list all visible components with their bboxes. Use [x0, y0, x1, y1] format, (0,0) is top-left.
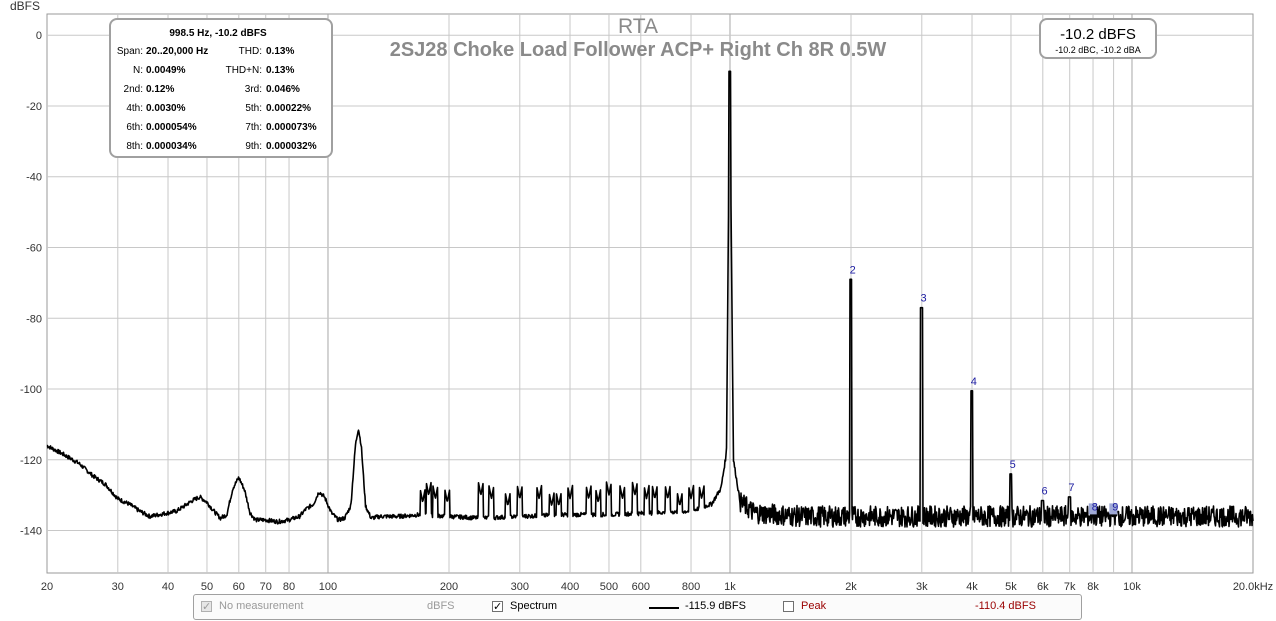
x-tick-label: 4k [966, 581, 978, 590]
peak-value: -110.4 dBFS [975, 600, 1036, 612]
harmonic-label: 5 [1010, 459, 1016, 471]
stats-value: 0.0030% [146, 103, 186, 114]
spectrum-label: Spectrum [510, 600, 558, 612]
legend-bar: ✓ No measurement dBFS ✓ Spectrum -115.9 … [193, 594, 1082, 620]
x-tick-label: 500 [600, 581, 618, 590]
y-tick-label: -120 [20, 455, 42, 467]
y-tick-label: -40 [26, 172, 42, 184]
no-measurement-label: No measurement [219, 600, 304, 612]
stats-box: 998.5 Hz, -10.2 dBFS Span: 20..20,000 Hz T… [109, 18, 333, 158]
spectrum-series [46, 70, 1254, 528]
harmonic-label-bg [1088, 503, 1097, 515]
stats-value: 0.000032% [266, 141, 317, 152]
stats-label: 7th: [245, 122, 262, 133]
y-tick-label: 0 [36, 30, 42, 42]
no-measurement-value: dBFS [427, 600, 455, 612]
stats-rows: Span: 20..20,000 Hz THD: 0.13% N: 0.0049% THD+… [117, 46, 317, 152]
stats-label: 8th: [126, 141, 143, 152]
x-tick-label: 20.0kHz [1233, 581, 1273, 590]
x-tick-label: 40 [162, 581, 174, 590]
x-tick-label: 6k [1037, 581, 1049, 590]
harmonic-labels: 2 3 4 5 6 7 8 9 [850, 264, 1118, 515]
level-box: -10.2 dBFS -10.2 dBC, -10.2 dBA [1039, 18, 1157, 59]
harmonic-label: 2 [850, 264, 856, 276]
peak-label: Peak [801, 600, 827, 612]
stats-label: 3rd: [245, 84, 262, 95]
harmonic-label: 8 [1092, 501, 1098, 513]
grid [47, 14, 1253, 573]
axis-tick-labels: 20 30 40 50 60 70 80 100 200 300 400 500 600 800 1k 2k 3… [20, 30, 1273, 590]
stats-header: 998.5 Hz, -10.2 dBFS [169, 28, 267, 39]
stats-label: 4th: [126, 103, 143, 114]
y-tick-label: -60 [26, 243, 42, 255]
stats-label: THD: [239, 46, 262, 57]
x-tick-label: 10k [1123, 581, 1141, 590]
harmonic-label: 6 [1041, 485, 1047, 497]
stats-value: 0.0049% [146, 65, 186, 76]
x-tick-label: 800 [682, 581, 700, 590]
stats-label: 2nd: [124, 84, 143, 95]
x-tick-label: 2k [845, 581, 857, 590]
x-tick-label: 50 [201, 581, 213, 590]
harmonic-label-bg [1109, 503, 1118, 515]
harmonic-label: 7 [1068, 482, 1074, 494]
x-tick-label: 200 [440, 581, 458, 590]
stats-label: N: [133, 65, 143, 76]
x-tick-label: 8k [1087, 581, 1099, 590]
harmonic-label: 4 [971, 376, 977, 388]
stats-label: 9th: [245, 141, 262, 152]
y-axis-label: dBFS [10, 0, 40, 13]
x-tick-label: 3k [916, 581, 928, 590]
x-tick-label: 80 [283, 581, 295, 590]
x-tick-label: 400 [561, 581, 579, 590]
stats-label: THD+N: [226, 65, 262, 76]
x-tick-label: 70 [260, 581, 272, 590]
y-tick-label: -80 [26, 313, 42, 325]
spectrum-line-swatch [649, 607, 679, 609]
stats-value: 20..20,000 Hz [146, 46, 208, 57]
stats-label: 6th: [126, 122, 143, 133]
harmonic-label: 3 [920, 293, 926, 305]
stats-value: 0.13% [266, 65, 294, 76]
level-sub: -10.2 dBC, -10.2 dBA [1055, 45, 1141, 55]
stats-label: 5th: [245, 103, 262, 114]
x-tick-label: 600 [632, 581, 650, 590]
y-tick-label: -20 [26, 101, 42, 113]
stats-value: 0.000034% [146, 141, 197, 152]
harmonic-label: 9 [1112, 501, 1118, 513]
x-tick-label: 300 [511, 581, 529, 590]
stats-value: 0.000073% [266, 122, 317, 133]
x-tick-label: 7k [1064, 581, 1076, 590]
x-tick-label: 5k [1005, 581, 1017, 590]
spectrum-value: -115.9 dBFS [685, 600, 746, 612]
x-tick-label: 60 [233, 581, 245, 590]
chart-subtitle: 2SJ28 Choke Load Follower ACP+ Right Ch … [390, 39, 887, 61]
stats-value: 0.000054% [146, 122, 197, 133]
stats-value: 0.046% [266, 84, 300, 95]
x-tick-label: 1k [724, 581, 736, 590]
no-measurement-checkbox[interactable]: ✓ [201, 601, 212, 613]
stats-value: 0.12% [146, 84, 174, 95]
level-main: -10.2 dBFS [1060, 26, 1136, 43]
rta-chart: 20 30 40 50 60 70 80 100 200 300 400 500 600 800 1k 2k 3… [10, 0, 1273, 590]
stats-label: Span: [117, 46, 143, 57]
stats-value: 0.13% [266, 46, 294, 57]
spectrum-trace [46, 70, 1254, 528]
x-tick-label: 20 [41, 581, 53, 590]
y-tick-label: -140 [20, 526, 42, 538]
x-tick-label: 100 [319, 581, 337, 590]
y-tick-label: -100 [20, 384, 42, 396]
stats-value: 0.00022% [266, 103, 311, 114]
x-tick-label: 30 [112, 581, 124, 590]
peak-checkbox[interactable] [783, 601, 794, 612]
chart-title: RTA [618, 15, 658, 38]
spectrum-checkbox[interactable]: ✓ [492, 601, 503, 613]
